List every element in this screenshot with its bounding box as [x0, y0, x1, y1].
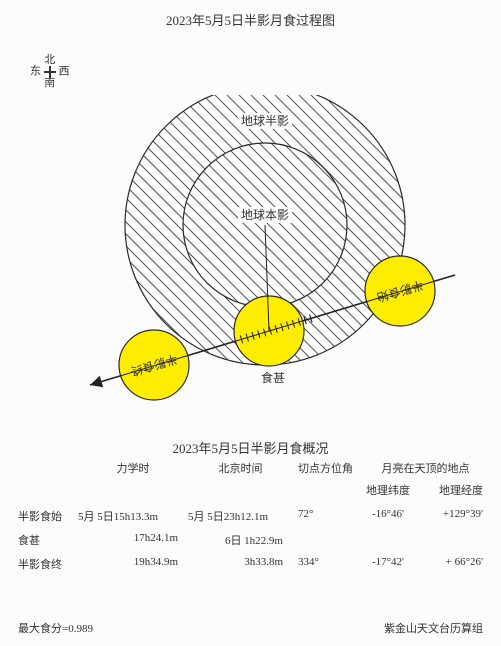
compass: 北 东 西 南: [30, 55, 70, 89]
cell: 6日 1h22.9m: [188, 532, 293, 548]
cell: 5月 5日23h12.1m: [188, 508, 293, 524]
compass-e: 东: [30, 66, 41, 78]
cell: + 66°26': [418, 556, 483, 568]
credit: 紫金山天文台历算组: [384, 620, 483, 636]
row-label: 半影食始: [18, 508, 78, 524]
cell: 5月 5日15h13.3m: [78, 508, 188, 524]
cell: 72°: [298, 508, 358, 520]
max-mag-label: 最大食分=: [18, 623, 68, 635]
eclipse-diagram: [60, 95, 460, 425]
cell: 19h34.9m: [78, 556, 188, 568]
col-az: 切点方位角: [298, 460, 358, 476]
cell: -16°46': [358, 508, 418, 520]
compass-s: 南: [30, 78, 70, 89]
col-lon: 地理经度: [418, 482, 483, 498]
table-title: 2023年5月5日半影月食概况: [0, 438, 501, 457]
cell: +129°39': [418, 508, 483, 520]
compass-n: 北: [30, 55, 70, 66]
compass-w: 西: [59, 66, 70, 78]
page-title: 2023年5月5日半影月食过程图: [0, 0, 501, 29]
max-magnitude: 最大食分=0.989: [18, 620, 93, 636]
cell: 17h24.1m: [78, 532, 188, 544]
col-lat: 地理纬度: [358, 482, 418, 498]
cell: -17°42': [358, 556, 418, 568]
col-bj: 北京时间: [188, 460, 293, 476]
col-zenith: 月亮在天顶的地点: [368, 460, 483, 476]
cell: 3h33.8m: [188, 556, 293, 568]
max-mag-value: 0.989: [68, 623, 93, 635]
row-label: 半影食终: [18, 556, 78, 572]
row-label: 食甚: [18, 532, 78, 548]
col-dyn: 力学时: [78, 460, 188, 476]
compass-cross-icon: [44, 66, 56, 78]
cell: 334°: [298, 556, 358, 568]
